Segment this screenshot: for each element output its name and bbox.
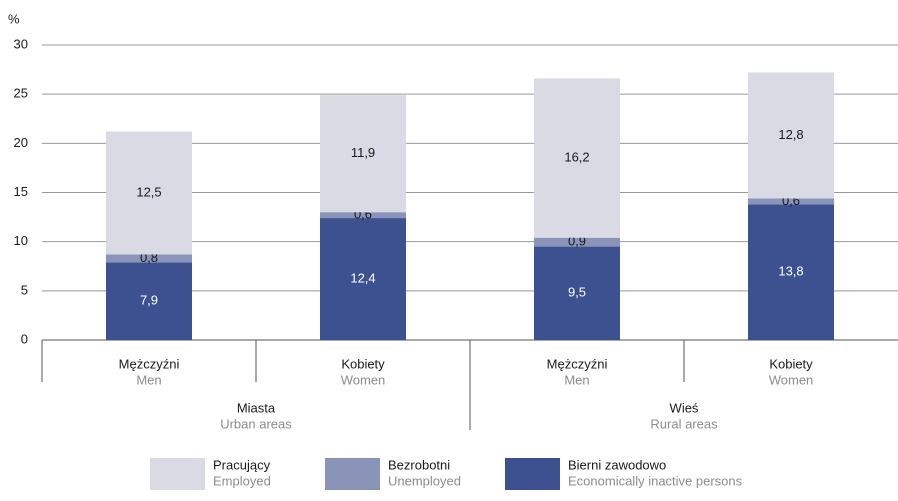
legend-label-en: Employed (213, 473, 271, 488)
legend-swatch (150, 458, 205, 490)
bar-segment (320, 212, 406, 219)
y-tick-label: 10 (14, 233, 28, 248)
bar-segment (534, 246, 620, 340)
legend-label: Pracujący (213, 457, 271, 472)
x-tick-label: Kobiety (769, 356, 813, 371)
x-tick-label: Mężczyźni (547, 356, 608, 371)
y-tick-label: 25 (14, 86, 28, 101)
y-tick-label: 0 (21, 331, 28, 346)
bar-segment (320, 218, 406, 340)
group-label: Miasta (237, 400, 276, 415)
value-label: 9,5 (568, 285, 586, 300)
value-label: 12,4 (350, 270, 375, 285)
x-tick-label-en: Women (769, 372, 814, 387)
bar-segment (106, 131, 192, 255)
value-label: 7,9 (140, 293, 158, 308)
group-label-en: Urban areas (220, 416, 292, 431)
bar-segment (748, 204, 834, 340)
legend-swatch (325, 458, 380, 490)
x-tick-label: Mężczyźni (119, 356, 180, 371)
x-tick-label-en: Women (341, 372, 386, 387)
group-label: Wieś (670, 400, 699, 415)
legend-label: Bezrobotni (388, 457, 450, 472)
y-unit: % (8, 11, 20, 26)
y-tick-label: 20 (14, 135, 28, 150)
legend-label-en: Unemployed (388, 473, 461, 488)
legend-swatch (505, 458, 560, 490)
x-tick-label-en: Men (136, 372, 161, 387)
value-label: 11,9 (351, 145, 375, 160)
group-label-en: Rural areas (650, 416, 718, 431)
legend-label-en: Economically inactive persons (568, 473, 743, 488)
y-tick-label: 30 (14, 36, 28, 51)
bar-segment (106, 262, 192, 340)
value-label: 16,2 (564, 150, 589, 165)
value-label: 13,8 (778, 264, 803, 279)
x-tick-label: Kobiety (341, 356, 385, 371)
y-tick-label: 15 (14, 184, 28, 199)
legend-label: Bierni zawodowo (568, 457, 666, 472)
bar-segment (320, 95, 406, 213)
value-label: 12,8 (778, 127, 803, 142)
bar-segment (534, 237, 620, 247)
bar-segment (534, 78, 620, 238)
bar-segment (748, 198, 834, 205)
bar-segment (748, 72, 834, 199)
y-tick-label: 5 (21, 282, 28, 297)
value-label: 12,5 (136, 184, 161, 199)
x-tick-label-en: Men (564, 372, 589, 387)
bar-segment (106, 254, 192, 263)
